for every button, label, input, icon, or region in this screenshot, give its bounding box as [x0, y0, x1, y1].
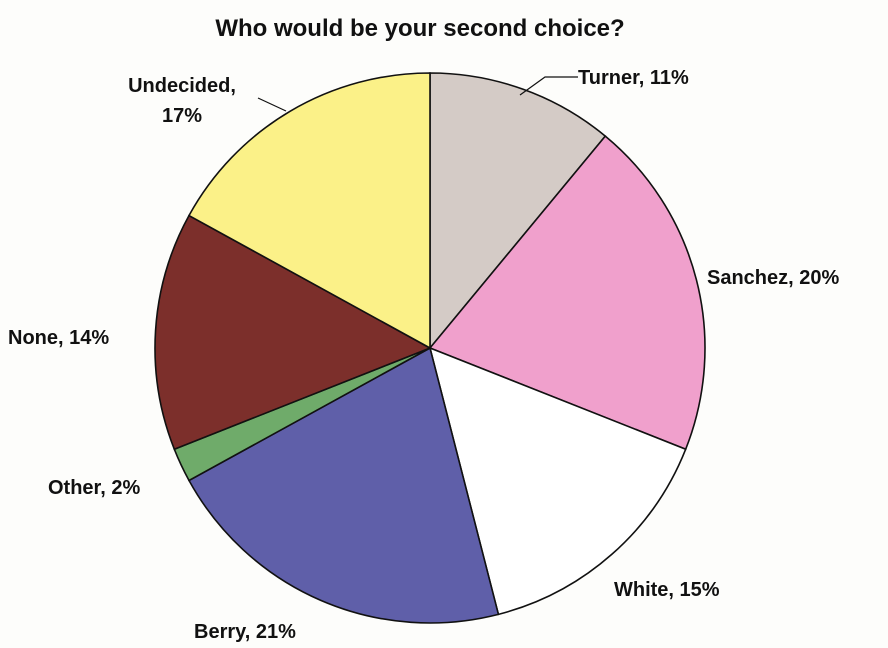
slice-label-white: White, 15%	[614, 579, 720, 601]
leader-line-turner	[519, 76, 578, 96]
slice-label-berry: Berry, 21%	[194, 621, 296, 643]
slice-label-undecided: Undecided, 17%	[128, 75, 236, 127]
pie-slices	[154, 72, 706, 624]
leader-lines	[257, 76, 578, 112]
pie-slice-white	[428, 346, 687, 616]
chart-title: Who would be your second choice?	[215, 15, 624, 42]
pie-slice-none	[154, 214, 432, 451]
pie-slice-berry	[187, 346, 500, 624]
slice-labels: Turner, 11% Sanchez, 20% White, 15% Berry, …	[8, 67, 840, 643]
pie-slice-sanchez	[428, 134, 706, 451]
pie-slice-turner	[429, 72, 607, 351]
slice-label-none: None, 14%	[8, 327, 109, 349]
slice-label-turner: Turner, 11%	[578, 67, 689, 89]
slice-label-sanchez: Sanchez, 20%	[707, 267, 840, 289]
slice-label-other: Other, 2%	[48, 477, 140, 499]
leader-line-undecided	[257, 97, 287, 112]
pie-slice-undecided	[187, 72, 431, 350]
